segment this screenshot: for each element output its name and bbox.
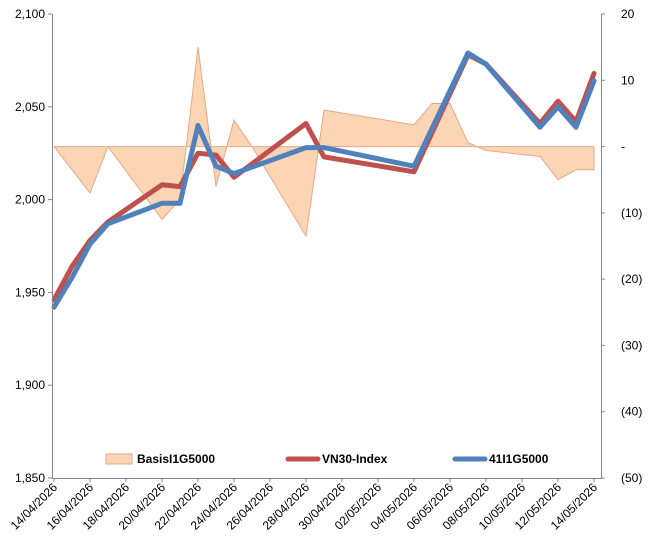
left-axis-tick-label: 2,100 <box>15 7 45 21</box>
41i1g5000-legend-label: 41I1G5000 <box>489 452 549 466</box>
basisi1g5000-legend-label: BasisI1G5000 <box>137 452 215 466</box>
right-axis-tick-label: (40) <box>621 405 642 419</box>
axes-layer <box>52 14 602 479</box>
right-axis-tick-label: (20) <box>621 272 642 286</box>
left-axis-ticks: 1,850 1,900 1,950 2,000 2,050 2,100 <box>15 7 52 485</box>
left-axis-tick-label: 1,900 <box>15 378 45 392</box>
basis-area <box>53 47 595 238</box>
right-axis-tick-label: (30) <box>621 338 642 352</box>
x-axis-ticks: 14/04/202616/04/202618/04/202620/04/2026… <box>8 478 600 533</box>
basis-area-layer <box>53 47 595 238</box>
right-axis-tick-label: 10 <box>621 73 635 87</box>
right-axis-tick-label: (10) <box>621 206 642 220</box>
index-lines-layer <box>51 50 597 310</box>
legend: BasisI1G5000 VN30-Index 41I1G5000 <box>105 452 549 466</box>
right-axis-tick-label: - <box>621 140 625 154</box>
left-axis-tick-label: 2,050 <box>15 100 45 114</box>
right-axis-tick-label: 20 <box>621 7 635 21</box>
right-axis-tick-label: (50) <box>621 471 642 485</box>
basisi1g5000-legend-swatch <box>105 453 133 465</box>
41i1g5000-line <box>51 50 597 310</box>
vn30-index-legend-label: VN30-Index <box>322 452 388 466</box>
left-axis-tick-label: 1,950 <box>15 285 45 299</box>
left-axis-tick-label: 1,850 <box>15 471 45 485</box>
left-axis-tick-label: 2,000 <box>15 193 45 207</box>
right-axis-ticks: (50) (40) (30) (20) (10) - 10 20 <box>601 7 642 485</box>
